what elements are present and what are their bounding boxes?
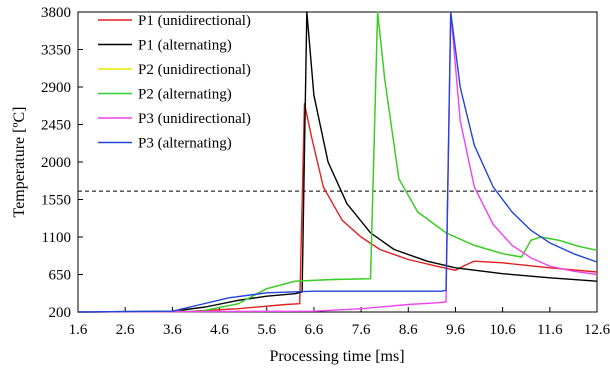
legend-label-6: P3 (alternating)	[138, 136, 232, 152]
series-line-4	[77, 11, 598, 313]
legend-label-3: P2 (unidirectional)	[138, 62, 251, 78]
series-line-5	[77, 11, 598, 313]
legend-label-1: P1 (unidirectional)	[138, 13, 251, 29]
x-tick-label: 3.6	[163, 322, 182, 338]
series-line-2	[77, 11, 598, 313]
y-tick-label: 2000	[41, 155, 71, 171]
y-tick-label: 3800	[41, 5, 71, 21]
x-tick-label: 2.6	[116, 322, 135, 338]
x-tick-label: 6.6	[305, 322, 324, 338]
x-tick-label: 11.6	[537, 322, 563, 338]
series-layer	[77, 11, 598, 313]
y-tick-label: 1550	[41, 193, 71, 209]
x-tick-label: 10.6	[490, 322, 517, 338]
legend-label-2: P1 (alternating)	[138, 38, 232, 54]
y-axis-title: Temperature [ºC]	[11, 107, 28, 218]
y-axis: 200 650 1100 1550 2000 2450 2900 3350 3800	[41, 5, 83, 321]
x-tick-label: 12.6	[584, 322, 610, 338]
series-line-1	[77, 102, 598, 313]
y-tick-label: 650	[49, 268, 72, 284]
x-tick-label: 1.6	[69, 322, 88, 338]
y-tick-label: 200	[49, 305, 72, 321]
x-tick-label: 7.6	[352, 322, 371, 338]
y-tick-label: 2450	[41, 118, 71, 134]
x-tick-label: 8.6	[399, 322, 418, 338]
x-tick-label: 9.6	[446, 322, 465, 338]
series-line-6	[77, 11, 598, 313]
y-tick-label: 1100	[42, 230, 71, 246]
x-axis: 1.6 2.6 3.6 4.6 5.6 6.6 7.6 8.6 9.6 10.6 11.6 12.6	[69, 307, 610, 338]
plot-area	[77, 11, 598, 313]
legend: P1 (unidirectional) P1 (alternating) P2 (u…	[98, 13, 251, 152]
x-tick-label: 4.6	[210, 322, 229, 338]
legend-label-4: P2 (alternating)	[138, 87, 232, 103]
x-tick-label: 5.6	[257, 322, 276, 338]
legend-label-5: P3 (unidirectional)	[138, 111, 251, 127]
y-tick-label: 2900	[41, 80, 71, 96]
y-tick-label: 3350	[41, 43, 71, 59]
x-axis-title: Processing time [ms]	[269, 348, 404, 365]
